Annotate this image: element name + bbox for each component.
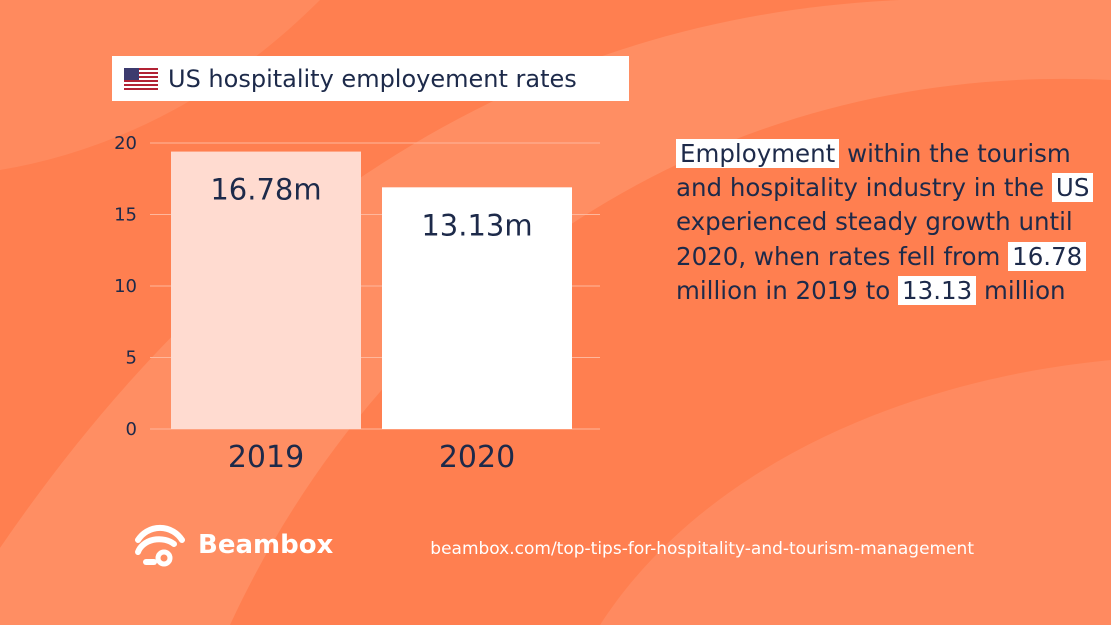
y-tick-label: 20 <box>114 133 137 154</box>
us-flag-icon <box>124 67 158 90</box>
data-label-2020: 13.13m <box>421 208 532 242</box>
x-category-label: 2019 <box>228 440 304 475</box>
description-part-5: million <box>976 275 1066 305</box>
description-text: Employment within the tourism and hospit… <box>676 137 1096 308</box>
highlight-13-13: 13.13 <box>898 275 977 305</box>
bar-2019 <box>171 151 361 429</box>
bar-2020 <box>382 187 572 429</box>
chart-title: US hospitality employement rates <box>168 64 577 93</box>
beambox-wifi-icon <box>135 524 185 567</box>
y-tick-label: 10 <box>114 276 137 297</box>
rates-fell-text: rates fell <box>827 241 936 271</box>
description-part-3: from <box>935 241 1009 271</box>
brand-name: Beambox <box>198 530 334 560</box>
source-url[interactable]: beambox.com/top-tips-for-hospitality-and… <box>430 539 974 559</box>
beambox-logo[interactable]: Beambox <box>134 522 333 568</box>
x-category-label: 2020 <box>439 440 515 475</box>
bar-chart: 0 5 10 15 20 16.78m 2019 13.13m 2020 <box>114 133 600 475</box>
highlight-us: US <box>1051 173 1094 203</box>
description-part-1: within the tourism and hospitality indus… <box>676 139 1071 203</box>
highlight-employment: Employment <box>676 139 840 168</box>
y-tick-label: 0 <box>126 419 137 440</box>
description-part-4: million in 2019 to <box>676 275 899 305</box>
description-part-2: experienced steady growth until 2020, wh… <box>676 207 1073 271</box>
chart-title-box: US hospitality employement rates <box>112 56 629 101</box>
highlight-16-78: 16.78 <box>1008 241 1087 271</box>
data-label-2019: 16.78m <box>210 173 321 207</box>
y-tick-label: 15 <box>114 205 137 226</box>
y-tick-label: 5 <box>126 348 137 369</box>
